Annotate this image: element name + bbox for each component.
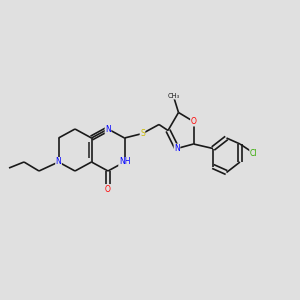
Text: S: S [140, 129, 145, 138]
Text: N: N [56, 158, 62, 166]
Text: CH₃: CH₃ [167, 93, 179, 99]
Text: O: O [105, 184, 111, 194]
Text: N: N [174, 144, 180, 153]
Text: NH: NH [119, 158, 130, 166]
Text: O: O [190, 117, 196, 126]
Text: N: N [105, 124, 111, 134]
Text: Cl: Cl [250, 148, 257, 158]
